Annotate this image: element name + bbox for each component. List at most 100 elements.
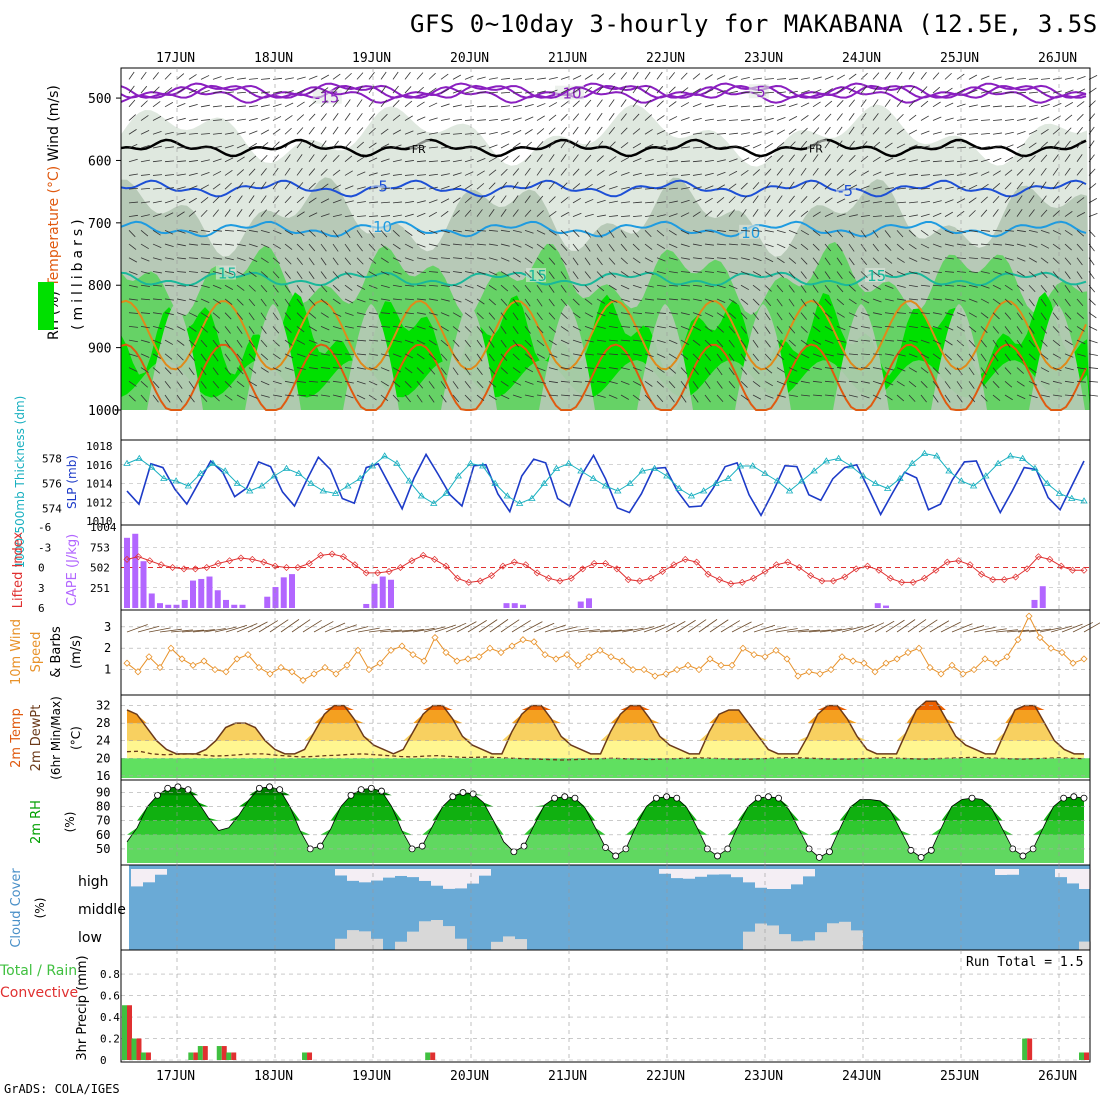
- li-tick: 0: [38, 562, 45, 575]
- wind-barb: [848, 154, 856, 162]
- wind-barb: [1052, 210, 1060, 217]
- wind-barb: [1064, 380, 1074, 384]
- wind-barb: [452, 229, 462, 233]
- data-point: [982, 472, 990, 479]
- wind-barb: [644, 367, 654, 372]
- data-point: [798, 477, 806, 484]
- wind-barb: [775, 628, 798, 633]
- wind-barb: [260, 271, 268, 278]
- wind-barb: [428, 146, 438, 149]
- data-point: [977, 570, 985, 578]
- data-point: [1031, 464, 1039, 471]
- wind-barb: [980, 105, 990, 108]
- wind-barb: [944, 381, 951, 389]
- wind-barb: [596, 353, 606, 356]
- wind-barb: [692, 229, 702, 234]
- cape-bar: [148, 593, 155, 608]
- wind-barb: [872, 367, 882, 370]
- wind-barb: [236, 367, 244, 375]
- wind-barb: [560, 154, 567, 162]
- wind-barb: [416, 394, 423, 403]
- data-point: [687, 492, 696, 499]
- data-point: [332, 670, 340, 678]
- cloud-high-gap: [671, 869, 683, 879]
- wind-barb: [621, 627, 644, 633]
- wind-barb: [224, 353, 231, 362]
- wind-barb: [476, 326, 484, 334]
- wind-barb: [236, 182, 244, 190]
- slp-ylabel: SLP (mb): [65, 455, 79, 509]
- wind-barb: [164, 312, 174, 316]
- wind-barb: [920, 339, 930, 344]
- data-point: [266, 670, 274, 678]
- wind-barb: [632, 143, 641, 149]
- wind-barb: [464, 229, 474, 232]
- wind-barb: [980, 183, 989, 190]
- data-point: [772, 646, 780, 654]
- wind-barb: [524, 284, 531, 293]
- cloud-high-gap: [1055, 869, 1067, 878]
- wind-barb: [236, 623, 258, 633]
- wind-barb: [1016, 380, 1025, 387]
- data-point: [380, 452, 389, 459]
- wind-barb: [1052, 339, 1061, 347]
- wind-barb: [1040, 380, 1050, 385]
- wind-barb: [800, 77, 810, 80]
- wind-barb: [944, 102, 954, 108]
- data-point: [196, 469, 205, 476]
- wind-barb: [428, 243, 438, 247]
- cape-bar: [206, 576, 213, 608]
- wind-barb: [512, 271, 521, 278]
- data-point: [317, 551, 325, 559]
- wind-barb: [584, 198, 594, 204]
- wind-barb: [500, 229, 510, 233]
- wind-barb: [164, 381, 171, 389]
- wind-barb: [260, 326, 267, 334]
- data-point: [520, 842, 528, 850]
- temp-tick: 24: [96, 734, 110, 748]
- data-point: [886, 574, 894, 582]
- wind-barb: [536, 312, 543, 321]
- wind-barb: [824, 197, 833, 204]
- wind-barb: [872, 394, 882, 400]
- wind-barb: [140, 257, 150, 262]
- wind-barb: [332, 394, 342, 398]
- wind-barb: [440, 381, 447, 389]
- wind-barb: [644, 230, 652, 238]
- wind-barb: [524, 380, 534, 385]
- wind-barb: [176, 298, 186, 302]
- wind-barb: [296, 367, 306, 370]
- wind-barb: [740, 132, 750, 135]
- wind-barb: [848, 184, 858, 190]
- wind-barb: [848, 243, 855, 252]
- wind-barb: [332, 99, 340, 108]
- wind-barb: [488, 156, 498, 163]
- wind-barb: [452, 298, 462, 303]
- contour-label: 15: [867, 267, 886, 285]
- wind-barb: [296, 167, 303, 176]
- wind-barb: [728, 367, 735, 376]
- wind-barb: [1064, 102, 1074, 108]
- wind-barb: [608, 380, 618, 384]
- wind-barb: [643, 624, 665, 633]
- wind-barb: [932, 86, 941, 94]
- wind-barb: [272, 380, 282, 385]
- wind-barb: [968, 312, 977, 318]
- wind-barb: [560, 113, 568, 121]
- temperature-contour: [120, 220, 1087, 238]
- wind-barb: [920, 174, 930, 176]
- data-point: [805, 668, 813, 676]
- wind-barb: [164, 212, 174, 217]
- wind-barb: [320, 243, 327, 252]
- wind-barb: [404, 353, 414, 359]
- data-point: [1080, 794, 1088, 802]
- wind-barb: [1076, 230, 1085, 237]
- wind-barb: [740, 91, 750, 94]
- wind-barb: [236, 144, 246, 149]
- wind-barb: [572, 183, 581, 190]
- wind-barb: [332, 154, 340, 162]
- wind-barb: [992, 183, 1001, 190]
- wind-barb: [1028, 155, 1036, 162]
- wind-barb: [610, 628, 633, 633]
- wind-barb: [1028, 353, 1036, 361]
